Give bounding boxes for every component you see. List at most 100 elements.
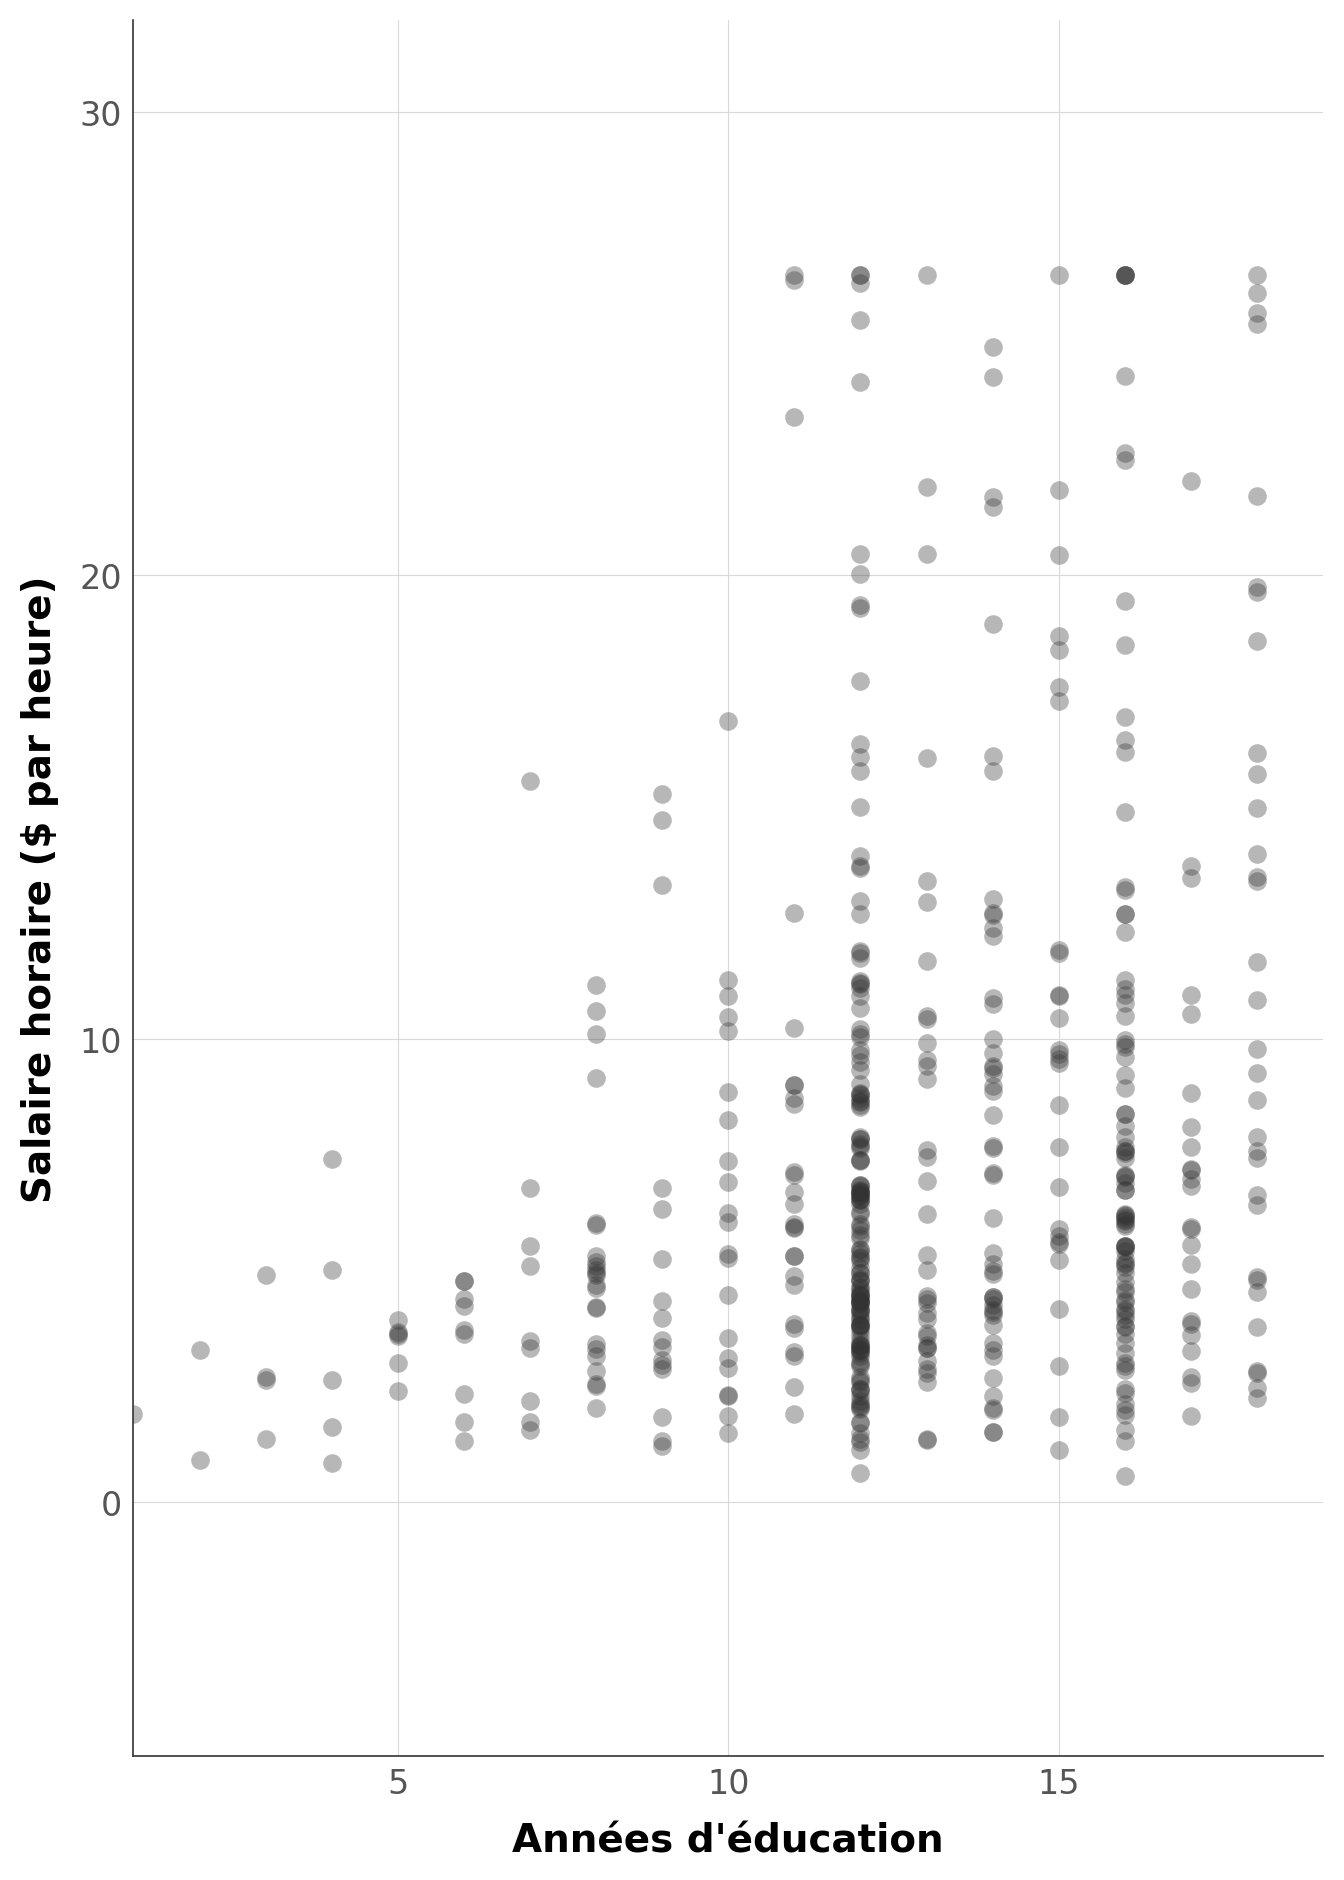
Point (849, 1224, 871, 1254)
Point (849, 1277, 871, 1307)
Point (1246, 577, 1267, 607)
Point (982, 884, 1004, 914)
Point (915, 540, 937, 570)
Point (849, 560, 871, 590)
Point (849, 1310, 871, 1340)
Point (586, 1062, 607, 1092)
Point (1048, 1352, 1070, 1382)
Point (1114, 1312, 1136, 1342)
Point (849, 968, 871, 998)
Point (849, 1070, 871, 1100)
Point (982, 1051, 1004, 1081)
Point (519, 1173, 540, 1203)
Point (784, 1340, 805, 1371)
Point (784, 1209, 805, 1239)
Point (849, 852, 871, 882)
Point (1246, 985, 1267, 1015)
Point (784, 265, 805, 295)
Point (1048, 1036, 1070, 1066)
Point (1180, 1308, 1202, 1339)
Point (849, 1427, 871, 1457)
Point (849, 1177, 871, 1207)
Point (321, 1448, 343, 1478)
Point (849, 1179, 871, 1209)
Point (849, 1459, 871, 1489)
Point (849, 1132, 871, 1162)
Point (718, 1239, 739, 1269)
Point (1114, 1278, 1136, 1308)
Point (718, 1105, 739, 1136)
Point (784, 1241, 805, 1271)
Point (849, 1243, 871, 1273)
Point (1246, 1058, 1267, 1089)
Point (1114, 1201, 1136, 1231)
Point (849, 1134, 871, 1164)
Point (1180, 852, 1202, 882)
Point (1246, 1034, 1267, 1064)
Point (849, 944, 871, 974)
Y-axis label: Salaire horaire ($ par heure): Salaire horaire ($ par heure) (22, 575, 59, 1201)
Point (1048, 938, 1070, 968)
Point (849, 1391, 871, 1421)
Point (1246, 1085, 1267, 1115)
Point (849, 1278, 871, 1308)
Point (849, 1312, 871, 1342)
Point (915, 1333, 937, 1363)
Point (718, 707, 739, 737)
Point (849, 1374, 871, 1404)
Point (849, 1280, 871, 1310)
Point (1048, 1222, 1070, 1252)
Point (784, 1070, 805, 1100)
Point (1180, 1248, 1202, 1278)
Point (586, 1246, 607, 1277)
Point (849, 842, 871, 872)
Point (387, 1318, 409, 1348)
Point (1114, 917, 1136, 948)
Point (849, 1124, 871, 1154)
Point (915, 1241, 937, 1271)
Point (1114, 1002, 1136, 1032)
Point (915, 1167, 937, 1198)
Point (849, 1288, 871, 1318)
Point (784, 1213, 805, 1243)
Point (915, 1346, 937, 1376)
Point (1246, 1372, 1267, 1402)
Point (1114, 1348, 1136, 1378)
Point (982, 1203, 1004, 1233)
Point (1114, 446, 1136, 476)
Point (849, 1092, 871, 1122)
Point (1114, 1401, 1136, 1431)
Point (982, 1395, 1004, 1425)
Point (915, 887, 937, 917)
Point (652, 1346, 673, 1376)
Point (1114, 1286, 1136, 1316)
Point (188, 1335, 210, 1365)
Point (784, 1158, 805, 1188)
Point (849, 887, 871, 917)
Point (718, 1280, 739, 1310)
Point (915, 1318, 937, 1348)
Point (1246, 867, 1267, 897)
Point (915, 1282, 937, 1312)
Point (1180, 1369, 1202, 1399)
Point (1114, 1378, 1136, 1408)
Point (1114, 1143, 1136, 1173)
Point (915, 1357, 937, 1387)
Point (849, 1382, 871, 1412)
Point (652, 1194, 673, 1224)
Point (255, 1260, 277, 1290)
Point (122, 1399, 144, 1429)
Point (1114, 1100, 1136, 1130)
Point (1114, 361, 1136, 391)
Point (1048, 635, 1070, 666)
Point (718, 1167, 739, 1198)
Point (718, 1418, 739, 1448)
Point (982, 758, 1004, 788)
Point (1114, 1305, 1136, 1335)
Point (849, 1077, 871, 1107)
Point (849, 1331, 871, 1361)
Point (1048, 673, 1070, 703)
Point (1114, 1352, 1136, 1382)
Point (1114, 1207, 1136, 1237)
Point (982, 1260, 1004, 1290)
